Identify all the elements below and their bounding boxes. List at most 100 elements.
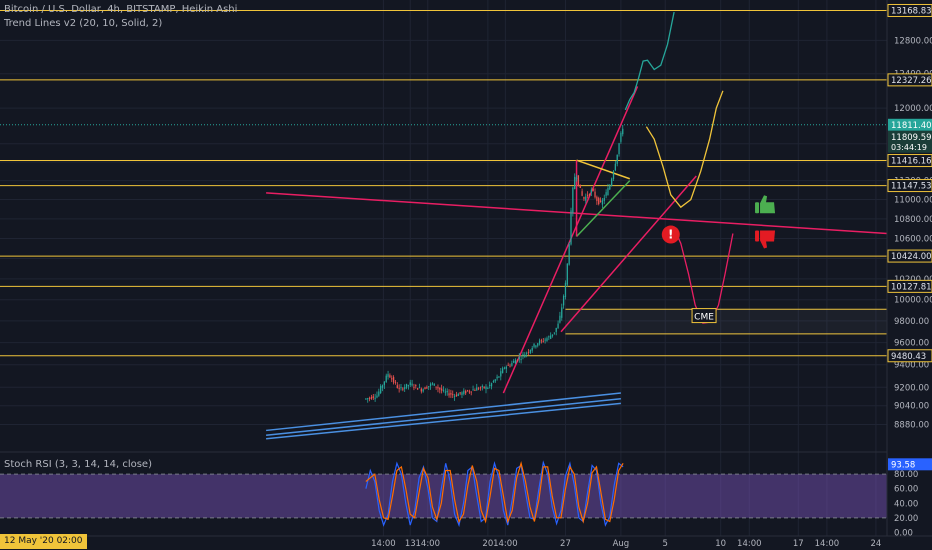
candle-body xyxy=(561,307,563,318)
candle-body xyxy=(605,192,607,196)
candle-body xyxy=(507,364,509,366)
price-level-tag xyxy=(887,349,932,363)
candle-body xyxy=(435,386,437,388)
candle-body xyxy=(586,194,589,196)
exclamation-icon xyxy=(661,225,680,244)
candle-body xyxy=(572,187,574,214)
candle-body xyxy=(533,343,535,347)
oscillator-axis-tick: 40.00 xyxy=(894,499,918,509)
candle-body xyxy=(465,391,467,394)
candle-body xyxy=(588,193,591,195)
candle-body xyxy=(415,385,417,387)
candle-body xyxy=(551,334,554,336)
candle-body xyxy=(524,354,526,358)
price-axis-tick: 11000.00 xyxy=(894,196,932,206)
price-axis-tick: 10000.00 xyxy=(894,296,932,306)
candle-body xyxy=(487,387,489,389)
price-level-label: 10127.81 xyxy=(891,282,932,292)
cme-label: CME xyxy=(694,313,714,323)
candle-body xyxy=(501,368,504,374)
stoch-series-line xyxy=(365,460,624,528)
candle-body xyxy=(579,184,581,188)
candle-body xyxy=(396,385,398,389)
stoch-band xyxy=(0,474,887,518)
candle-body xyxy=(566,263,568,285)
candle-body xyxy=(594,191,596,198)
time-axis-tick: 14:00 xyxy=(371,539,396,549)
candle-body xyxy=(553,332,556,334)
candle-body xyxy=(446,390,448,393)
last-price-label: 11811.40 xyxy=(891,121,932,131)
candle-body xyxy=(385,375,387,382)
candle-body xyxy=(616,154,618,164)
candle-body xyxy=(503,367,506,369)
candle-body xyxy=(483,386,485,389)
candle-body xyxy=(516,359,519,361)
chart-title: Bitcoin / U.S. Dollar, 4h, BITSTAMP, Hei… xyxy=(4,4,238,15)
price-level-label: 11416.16 xyxy=(891,157,932,167)
candle-body xyxy=(398,387,400,389)
candle-body xyxy=(429,383,432,386)
price-level-label: 9480.43 xyxy=(891,352,926,362)
candle-body xyxy=(437,386,439,389)
candle-body xyxy=(526,352,528,354)
trend-line xyxy=(266,402,621,440)
projection-path xyxy=(645,90,724,209)
trend-line xyxy=(266,398,621,436)
candle-body xyxy=(505,366,507,369)
candle-body xyxy=(424,387,426,390)
candle-body xyxy=(520,359,522,361)
stoch-value-tag xyxy=(888,458,932,471)
thumbs-down-icon xyxy=(760,230,776,249)
candle-body xyxy=(365,398,367,400)
candle-body xyxy=(428,386,430,388)
candle-body xyxy=(490,383,493,387)
candle-body xyxy=(411,383,413,386)
candle-body xyxy=(622,128,624,135)
candle-body xyxy=(370,396,373,399)
candle-body xyxy=(550,335,552,339)
candle-body xyxy=(376,395,378,398)
price-level-tag xyxy=(887,154,932,168)
candle-body xyxy=(400,387,402,389)
candle-body xyxy=(372,396,374,398)
oscillator-axis-tick: 20.00 xyxy=(894,514,918,524)
price-axis-tick: 12000.00 xyxy=(894,104,932,114)
time-axis-tick: Aug xyxy=(613,539,630,549)
time-axis-tick: 17 xyxy=(793,539,804,549)
trend-line xyxy=(576,180,631,238)
candle-body xyxy=(611,178,613,186)
candle-body xyxy=(463,390,465,394)
candle-body xyxy=(575,177,578,179)
time-axis-tick: 14:00 xyxy=(737,539,762,549)
last-price-tag xyxy=(888,118,932,131)
candle-body xyxy=(474,389,476,391)
candle-body xyxy=(407,385,410,387)
candle-body xyxy=(527,351,530,353)
price-level-label: 12327.26 xyxy=(891,76,932,86)
candle-body xyxy=(518,357,520,360)
candle-body xyxy=(450,392,452,395)
candle-body xyxy=(380,386,382,394)
time-axis-tick: 20 xyxy=(482,539,493,549)
candle-body xyxy=(389,375,391,378)
candle-body xyxy=(538,340,541,344)
time-axis-tick: 14:00 xyxy=(493,539,518,549)
candle-body xyxy=(603,198,605,201)
candle-body xyxy=(592,188,594,191)
candle-body xyxy=(599,200,602,202)
thumbs-up-icon xyxy=(760,195,776,214)
price-level-tag xyxy=(887,249,932,263)
candle-body xyxy=(378,391,380,396)
crosshair-date-badge: 12 May '20 02:00 xyxy=(0,534,87,549)
candle-body xyxy=(577,175,580,186)
price-level-tag xyxy=(887,179,932,193)
candle-body xyxy=(444,391,446,393)
candle-body xyxy=(522,354,524,356)
candle-body xyxy=(574,176,576,189)
time-axis-tick: 5 xyxy=(663,539,668,549)
price-axis-tick: 8880.00 xyxy=(894,421,929,431)
candle-body xyxy=(476,387,478,391)
